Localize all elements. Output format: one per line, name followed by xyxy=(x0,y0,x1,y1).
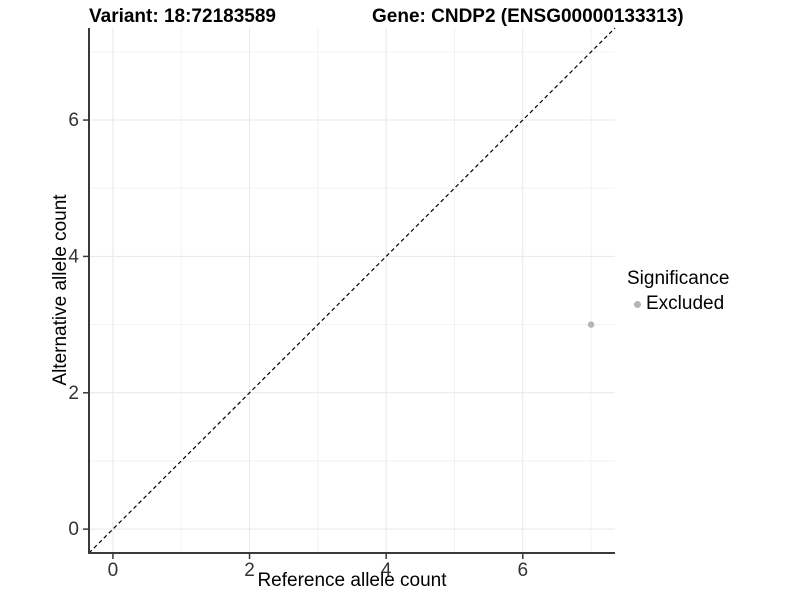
identity-dashed-line xyxy=(88,27,616,554)
plot-title-variant: Variant: 18:72183589 xyxy=(89,6,276,27)
legend-title: Significance xyxy=(627,268,730,289)
data-point xyxy=(587,321,595,328)
x-axis-title: Reference allele count xyxy=(257,570,447,591)
legend-point-icon xyxy=(634,300,641,308)
y-tick-label: 4 xyxy=(68,246,79,267)
legend-item-excluded: Excluded xyxy=(627,293,729,315)
y-tick-label: 6 xyxy=(68,110,79,131)
y-axis-title: Alternative allele count xyxy=(50,194,71,386)
y-tick-label: 2 xyxy=(68,383,79,404)
y-tick-label: 0 xyxy=(68,519,79,540)
plot-title-gene: Gene: CNDP2 (ENSG00000133313) xyxy=(372,6,684,27)
x-tick-label: 4 xyxy=(381,560,392,581)
x-tick-label: 0 xyxy=(108,560,119,581)
legend: Significance Excluded xyxy=(627,268,729,315)
x-tick-label: 6 xyxy=(517,560,528,581)
legend-item-label: Excluded xyxy=(646,293,725,314)
x-tick-label: 2 xyxy=(244,560,255,581)
